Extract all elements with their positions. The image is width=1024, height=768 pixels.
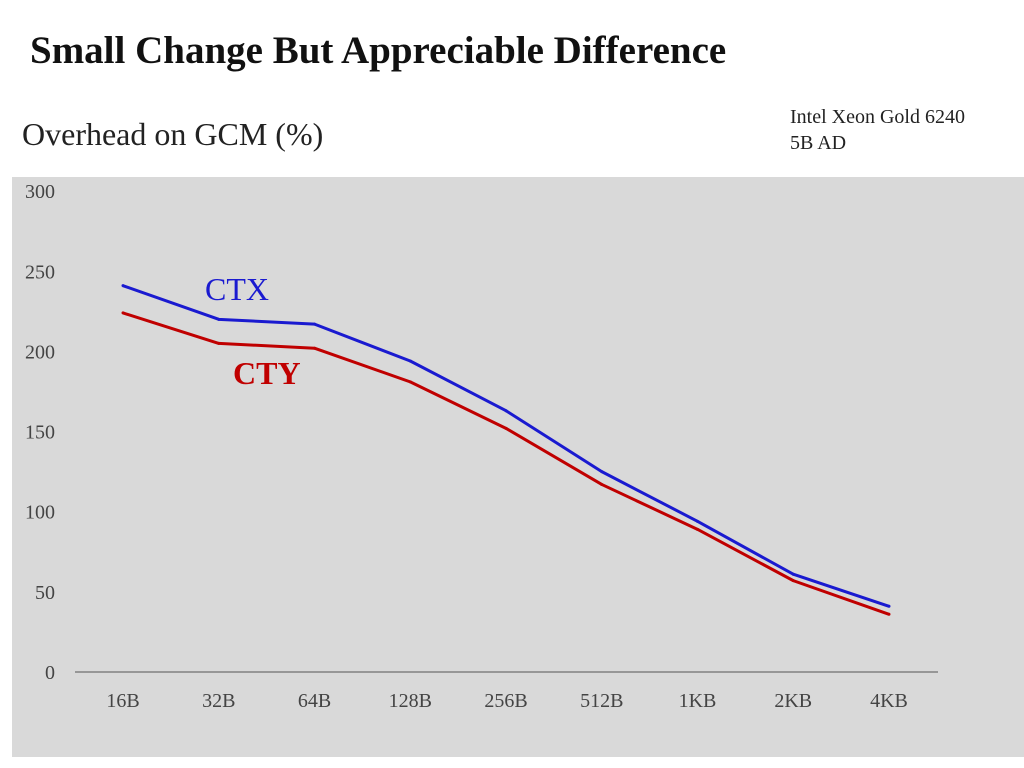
x-tick-label: 2KB — [774, 690, 812, 712]
data-point-cty — [696, 527, 699, 531]
x-tick-label: 32B — [202, 690, 235, 712]
data-point-ctx — [600, 470, 604, 474]
series-labels: CTX CTY — [205, 271, 301, 391]
hardware-note-cpu: Intel Xeon Gold 6240 — [790, 106, 965, 128]
y-tick-label: 300 — [25, 181, 55, 203]
series-label-cty: CTY — [233, 355, 301, 391]
y-tick-label: 0 — [45, 662, 55, 684]
data-point-ctx — [887, 604, 891, 608]
slide-title: Small Change But Appreciable Difference — [30, 29, 727, 72]
plot-area: 0 50 100 150 200 250 300 16B 32B 64B 128B 256B 512B… — [12, 177, 1024, 757]
series-lines — [121, 284, 891, 616]
data-point-ctx — [504, 409, 508, 413]
data-point-cty — [313, 346, 316, 350]
data-point-ctx — [313, 322, 316, 326]
data-point-ctx — [217, 317, 221, 321]
y-axis-ticks: 0 50 100 150 200 250 300 — [25, 181, 55, 684]
x-axis-ticks: 16B 32B 64B 128B 256B 512B 1KB 2KB 4KB — [106, 690, 908, 712]
y-tick-label: 100 — [25, 502, 55, 524]
series-line-ctx — [122, 284, 890, 608]
data-point-ctx — [791, 572, 795, 576]
data-point-cty — [600, 482, 604, 486]
y-tick-label: 200 — [25, 341, 55, 363]
hardware-note: Intel Xeon Gold 6240 5B AD — [790, 104, 965, 156]
y-tick-label: 150 — [25, 422, 55, 444]
x-tick-label: 512B — [580, 690, 623, 712]
data-point-ctx — [121, 284, 125, 288]
x-tick-label: 64B — [298, 690, 331, 712]
data-point-cty — [217, 341, 221, 345]
x-tick-label: 1KB — [679, 690, 717, 712]
data-point-cty — [121, 311, 125, 315]
data-point-cty — [504, 426, 508, 430]
data-point-cty — [887, 612, 891, 616]
data-point-cty — [791, 579, 795, 583]
y-tick-label: 50 — [35, 582, 55, 604]
chart-title: Overhead on GCM (%) — [22, 116, 324, 152]
x-tick-label: 4KB — [870, 690, 908, 712]
x-tick-label: 16B — [106, 690, 139, 712]
data-point-cty — [408, 380, 412, 384]
x-tick-label: 256B — [484, 690, 527, 712]
x-tick-label: 128B — [389, 690, 432, 712]
data-point-ctx — [696, 519, 699, 523]
y-tick-label: 250 — [25, 261, 55, 283]
series-label-ctx: CTX — [205, 271, 269, 307]
hardware-note-config: 5B AD — [790, 132, 847, 154]
overhead-line-chart: 0 50 100 150 200 250 300 16B 32B 64B 128B 256B 512B… — [25, 181, 938, 712]
data-point-ctx — [408, 359, 412, 363]
